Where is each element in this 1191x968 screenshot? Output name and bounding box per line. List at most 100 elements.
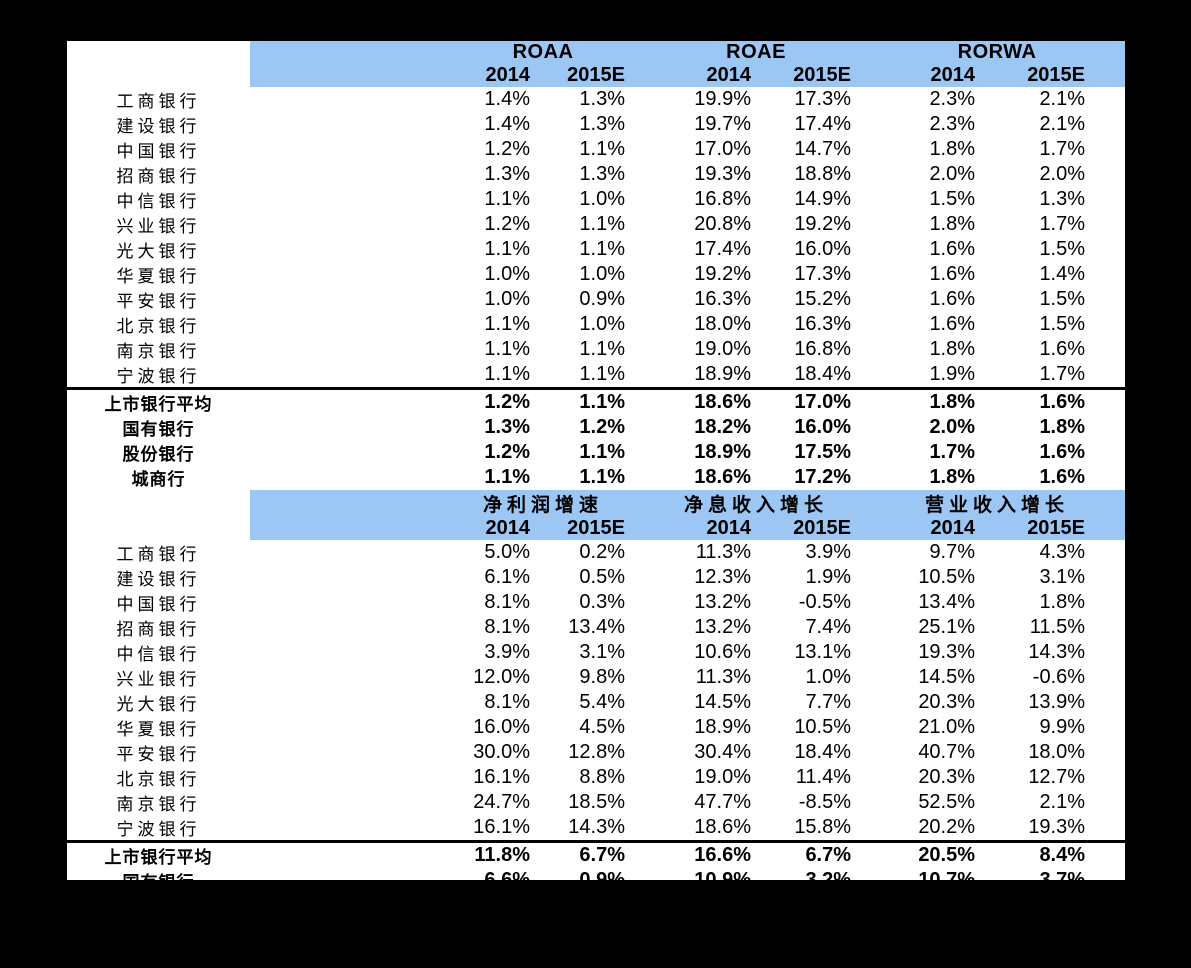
cell-value: 0.2% bbox=[548, 540, 643, 565]
cell-value: 17.4% bbox=[643, 237, 769, 262]
cell-value: 1.0% bbox=[443, 262, 548, 287]
row-label: 中信银行 bbox=[67, 187, 250, 212]
cell-value: 7.4% bbox=[769, 615, 869, 640]
cell-value: 3.9% bbox=[769, 540, 869, 565]
header-spacer bbox=[67, 64, 250, 87]
cell-value: 4.3% bbox=[993, 540, 1125, 565]
cell-value: 12.8% bbox=[548, 740, 643, 765]
cell-value: 1.1% bbox=[443, 337, 548, 362]
year-header: 2015E bbox=[993, 517, 1125, 540]
year-header: 2014 bbox=[869, 64, 993, 87]
cell-value: 1.3% bbox=[443, 162, 548, 187]
group-header-rorwa: RORWA bbox=[869, 41, 1125, 64]
cell-value: 8.1% bbox=[443, 590, 548, 615]
row-label: 平安银行 bbox=[67, 287, 250, 312]
year-header: 2015E bbox=[769, 64, 869, 87]
cell-value: 18.2% bbox=[643, 415, 769, 440]
cell-value: 16.3% bbox=[769, 312, 869, 337]
spacer-cell bbox=[250, 590, 443, 615]
cell-value: 14.3% bbox=[993, 640, 1125, 665]
cell-value: 13.4% bbox=[548, 615, 643, 640]
cell-value: 1.7% bbox=[869, 440, 993, 465]
row-label: 兴业银行 bbox=[67, 665, 250, 690]
spacer-cell bbox=[250, 41, 443, 64]
spacer-cell bbox=[250, 312, 443, 337]
cell-value: 8.4% bbox=[993, 842, 1125, 869]
cell-value: 1.9% bbox=[769, 565, 869, 590]
cell-value: 19.0% bbox=[643, 337, 769, 362]
spacer-cell bbox=[250, 740, 443, 765]
cell-value: 6.6% bbox=[443, 868, 548, 893]
cell-value: 1.2% bbox=[443, 389, 548, 416]
cell-value: 20.5% bbox=[869, 842, 993, 869]
cell-value: 13.2% bbox=[643, 590, 769, 615]
cell-value: 14.5% bbox=[869, 665, 993, 690]
cell-value: 1.1% bbox=[443, 312, 548, 337]
cell-value: 1.3% bbox=[548, 87, 643, 112]
cell-value: 1.0% bbox=[443, 287, 548, 312]
cell-value: 6.2% bbox=[769, 918, 869, 944]
cell-value: 14.7% bbox=[769, 137, 869, 162]
cell-value: 1.5% bbox=[993, 237, 1125, 262]
cell-value: 1.6% bbox=[993, 465, 1125, 490]
row-label: 北京银行 bbox=[67, 312, 250, 337]
cell-value: 1.0% bbox=[548, 187, 643, 212]
cell-value: 9.8% bbox=[548, 665, 643, 690]
cell-value: 15.2% bbox=[769, 287, 869, 312]
cell-value: 0.5% bbox=[548, 565, 643, 590]
cell-value: 1.9% bbox=[869, 362, 993, 389]
row-label: 上市银行平均 bbox=[67, 842, 250, 869]
row-label: 股份银行 bbox=[67, 893, 250, 918]
row-label: 平安银行 bbox=[67, 740, 250, 765]
cell-value: 6.7% bbox=[548, 842, 643, 869]
cell-value: 1.7% bbox=[993, 362, 1125, 389]
cell-value: 2.1% bbox=[993, 87, 1125, 112]
cell-value: 18.8% bbox=[769, 162, 869, 187]
cell-value: 11.3% bbox=[643, 665, 769, 690]
cell-value: 18.0% bbox=[643, 312, 769, 337]
spacer-cell bbox=[250, 415, 443, 440]
spacer-cell bbox=[250, 690, 443, 715]
cell-value: 20.3% bbox=[869, 690, 993, 715]
row-label: 华夏银行 bbox=[67, 715, 250, 740]
spacer-cell bbox=[250, 665, 443, 690]
cell-value: 3.2% bbox=[769, 868, 869, 893]
bank-metrics-table: ROAA ROAE RORWA 2014 2015E 2014 2015E 20… bbox=[67, 41, 1125, 968]
cell-value: -8.5% bbox=[769, 790, 869, 815]
spacer-cell bbox=[250, 389, 443, 416]
cell-value: 16.1% bbox=[443, 815, 548, 842]
spacer-cell bbox=[250, 815, 443, 842]
cell-value: 1.1% bbox=[548, 137, 643, 162]
cell-value: 1.2% bbox=[443, 137, 548, 162]
cell-value: 0.9% bbox=[548, 868, 643, 893]
spacer-cell bbox=[250, 790, 443, 815]
cell-value: 13.9% bbox=[548, 918, 643, 944]
cell-value: 17.3% bbox=[769, 262, 869, 287]
spacer-cell bbox=[250, 287, 443, 312]
cell-value: 19.3% bbox=[869, 640, 993, 665]
cell-value: 13.2% bbox=[643, 615, 769, 640]
cell-value: 2.3% bbox=[869, 112, 993, 137]
group-header-roae: ROAE bbox=[643, 41, 869, 64]
cell-value: 10.5% bbox=[869, 565, 993, 590]
cell-value: 1.8% bbox=[869, 465, 993, 490]
cell-value: 17.0% bbox=[643, 137, 769, 162]
cell-value: 18.6% bbox=[643, 465, 769, 490]
cell-value: 2.1% bbox=[993, 790, 1125, 815]
row-label: 宁波银行 bbox=[67, 815, 250, 842]
cell-value: 1.1% bbox=[548, 237, 643, 262]
cell-value: -0.6% bbox=[993, 665, 1125, 690]
cell-value: 14.9% bbox=[769, 187, 869, 212]
cell-value: 2.3% bbox=[869, 87, 993, 112]
row-label: 工商银行 bbox=[67, 87, 250, 112]
cell-value: 16.6% bbox=[643, 842, 769, 869]
cell-value: 12.3% bbox=[643, 565, 769, 590]
cell-value: 16.3% bbox=[643, 287, 769, 312]
